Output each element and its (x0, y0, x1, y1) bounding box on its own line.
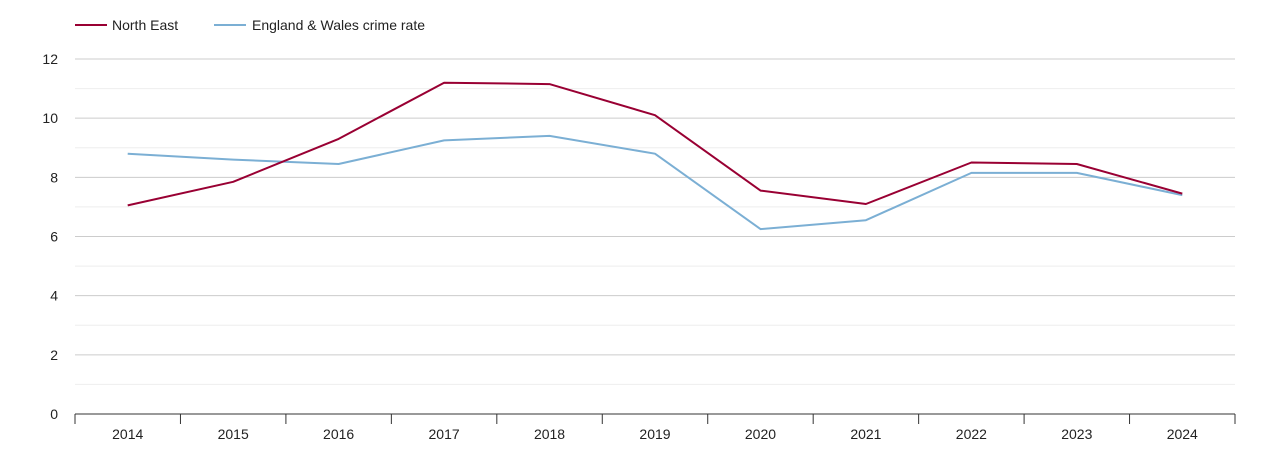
x-tick-label: 2022 (956, 426, 987, 442)
x-tick-label: 2018 (534, 426, 565, 442)
data-point[interactable] (548, 82, 552, 86)
y-tick-label: 2 (50, 347, 58, 363)
x-tick-label: 2015 (218, 426, 249, 442)
x-tick-label: 2019 (639, 426, 670, 442)
data-point[interactable] (231, 158, 235, 162)
data-point[interactable] (758, 227, 762, 231)
x-tick-label: 2017 (429, 426, 460, 442)
data-point[interactable] (548, 134, 552, 138)
data-point[interactable] (126, 203, 130, 207)
x-tick-label: 2014 (112, 426, 143, 442)
x-tick-label: 2023 (1061, 426, 1092, 442)
x-tick-label: 2020 (745, 426, 776, 442)
data-point[interactable] (758, 189, 762, 193)
legend-label-north-east: North East (112, 17, 178, 33)
gridlines (75, 58, 1235, 385)
data-point[interactable] (1180, 192, 1184, 196)
data-point[interactable] (231, 180, 235, 184)
data-point[interactable] (442, 138, 446, 142)
series-lines (126, 81, 1184, 231)
legend-item-north-east[interactable]: North East (75, 17, 178, 33)
data-point[interactable] (442, 81, 446, 85)
data-point[interactable] (1075, 162, 1079, 166)
data-point[interactable] (864, 218, 868, 222)
data-point[interactable] (1075, 171, 1079, 175)
x-tick-label: 2021 (850, 426, 881, 442)
series-line-england-wales-crime-rate (127, 134, 1183, 231)
x-tick-label: 2024 (1167, 426, 1198, 442)
legend-label-england-wales: England & Wales crime rate (252, 17, 425, 33)
x-tick-label: 2016 (323, 426, 354, 442)
y-tick-label: 4 (50, 288, 58, 304)
y-tick-label: 10 (42, 110, 58, 126)
y-tick-label: 12 (42, 51, 58, 67)
data-point[interactable] (864, 202, 868, 206)
legend: North East England & Wales crime rate (75, 17, 425, 33)
y-tick-label: 8 (50, 169, 58, 185)
data-point[interactable] (969, 161, 973, 165)
data-point[interactable] (337, 162, 341, 166)
series-line-north-east (127, 81, 1183, 207)
y-tick-label: 0 (50, 406, 58, 422)
data-point[interactable] (653, 152, 657, 156)
data-point[interactable] (969, 171, 973, 175)
legend-item-england-wales[interactable]: England & Wales crime rate (214, 17, 425, 33)
axes: 0 2 4 6 8 10 12 2014 2015 2016 2017 2018 2019 2020 202… (42, 51, 1236, 442)
data-point[interactable] (126, 152, 130, 156)
data-point[interactable] (653, 113, 657, 117)
y-tick-label: 6 (50, 229, 58, 245)
data-point[interactable] (337, 137, 341, 141)
